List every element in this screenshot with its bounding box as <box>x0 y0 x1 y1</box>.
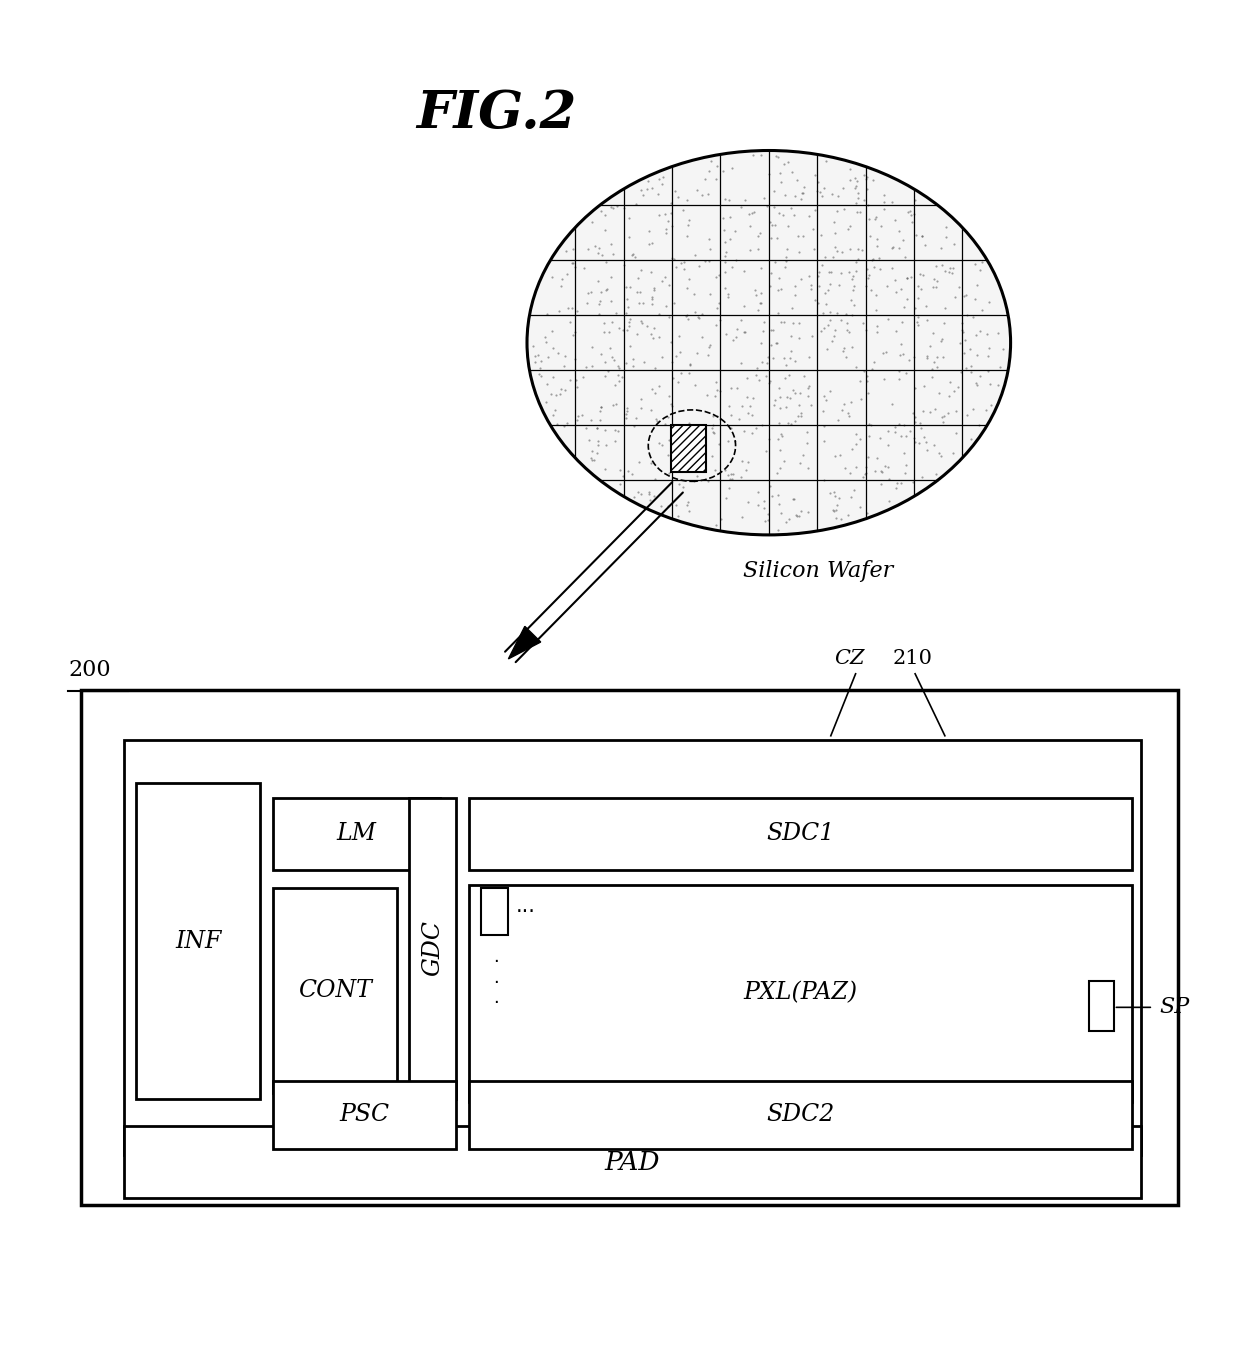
Text: Silicon Wafer: Silicon Wafer <box>743 560 894 581</box>
Text: CZ: CZ <box>835 649 864 668</box>
Text: ·
·
·: · · · <box>494 953 498 1012</box>
Text: ···: ··· <box>516 902 536 921</box>
Text: PXL(PAZ): PXL(PAZ) <box>743 981 858 1004</box>
FancyBboxPatch shape <box>136 783 260 1099</box>
FancyBboxPatch shape <box>124 1126 1141 1198</box>
Ellipse shape <box>527 150 1011 535</box>
Text: PSC: PSC <box>340 1103 389 1126</box>
Text: PAD: PAD <box>605 1150 660 1175</box>
FancyBboxPatch shape <box>273 889 397 1093</box>
FancyBboxPatch shape <box>469 1080 1132 1149</box>
Text: CONT: CONT <box>298 980 372 1003</box>
FancyBboxPatch shape <box>1089 981 1114 1031</box>
FancyBboxPatch shape <box>469 798 1132 870</box>
FancyBboxPatch shape <box>124 740 1141 1154</box>
Text: INF: INF <box>175 930 222 953</box>
Text: LM: LM <box>336 822 377 846</box>
Text: SDC2: SDC2 <box>766 1103 835 1126</box>
Text: GDC: GDC <box>422 920 444 977</box>
Text: FIG.2: FIG.2 <box>415 88 577 138</box>
Polygon shape <box>508 626 541 659</box>
Text: SP: SP <box>1159 996 1189 1019</box>
FancyBboxPatch shape <box>273 1080 456 1149</box>
FancyBboxPatch shape <box>81 690 1178 1205</box>
FancyBboxPatch shape <box>409 798 456 1099</box>
FancyBboxPatch shape <box>469 885 1132 1102</box>
FancyBboxPatch shape <box>273 798 440 870</box>
FancyBboxPatch shape <box>671 424 706 472</box>
Text: 200: 200 <box>68 660 110 682</box>
Text: 210: 210 <box>893 649 932 668</box>
FancyBboxPatch shape <box>481 889 508 935</box>
Text: SDC1: SDC1 <box>766 822 835 846</box>
